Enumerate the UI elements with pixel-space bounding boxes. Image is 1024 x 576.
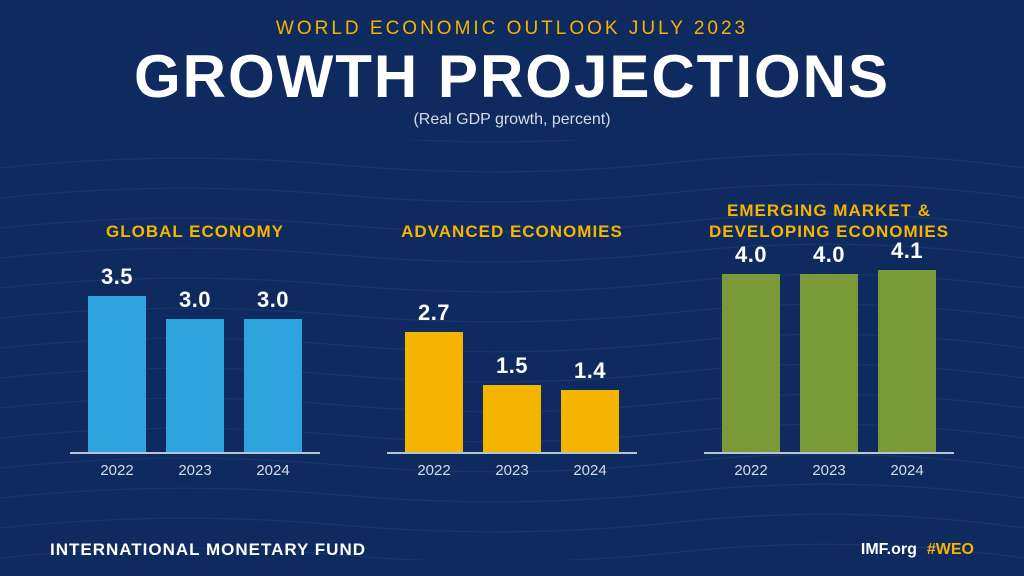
bar-value-label: 3.0: [179, 287, 211, 313]
eyebrow-text: WORLD ECONOMIC OUTLOOK JULY 2023: [0, 18, 1024, 40]
chart-title: EMERGING MARKET & DEVELOPING ECONOMIES: [684, 198, 974, 242]
bar-value-label: 3.5: [101, 264, 133, 290]
bar-value-label: 1.5: [496, 353, 528, 379]
x-axis: 2022 2023 2024: [70, 462, 320, 479]
bar: 4.0: [799, 242, 859, 452]
chart-emerging-economies: EMERGING MARKET & DEVELOPING ECONOMIES 4…: [684, 198, 974, 479]
bar: 4.1: [877, 238, 937, 452]
bar-value-label: 3.0: [257, 287, 289, 313]
x-label: 2022: [87, 462, 147, 479]
bar-value-label: 2.7: [418, 300, 450, 326]
x-label: 2023: [165, 462, 225, 479]
subtitle-text: (Real GDP growth, percent): [0, 111, 1024, 129]
chart-title: GLOBAL ECONOMY: [106, 198, 284, 242]
x-axis: 2022 2023 2024: [704, 462, 954, 479]
bar-rect: [561, 390, 619, 452]
bars-area: 2.7 1.5 1.4: [387, 254, 637, 454]
x-label: 2022: [404, 462, 464, 479]
bar: 1.5: [482, 353, 542, 452]
bar-value-label: 4.0: [735, 242, 767, 268]
bar: 4.0: [721, 242, 781, 452]
x-label: 2023: [482, 462, 542, 479]
x-label: 2023: [799, 462, 859, 479]
bar-rect: [88, 296, 146, 452]
bar: 3.0: [165, 287, 225, 452]
bar-rect: [405, 332, 463, 452]
bar-value-label: 1.4: [574, 358, 606, 384]
bars-area: 3.5 3.0 3.0: [70, 254, 320, 454]
footer-right: IMF.org #WEO: [861, 541, 974, 559]
bar: 1.4: [560, 358, 620, 452]
x-label: 2024: [560, 462, 620, 479]
footer: INTERNATIONAL MONETARY FUND IMF.org #WEO: [0, 540, 1024, 560]
bar-value-label: 4.0: [813, 242, 845, 268]
charts-region: GLOBAL ECONOMY 3.5 3.0 3.0 2022 2023 202…: [0, 149, 1024, 479]
chart-advanced-economies: ADVANCED ECONOMIES 2.7 1.5 1.4 2022 2023…: [367, 198, 657, 479]
bar: 3.5: [87, 264, 147, 452]
bar-rect: [483, 385, 541, 452]
bar-rect: [166, 319, 224, 452]
bar-value-label: 4.1: [891, 238, 923, 264]
bar-rect: [800, 274, 858, 452]
x-label: 2022: [721, 462, 781, 479]
x-label: 2024: [877, 462, 937, 479]
footer-hashtag: #WEO: [927, 541, 974, 559]
footer-org: INTERNATIONAL MONETARY FUND: [50, 540, 366, 560]
bar-rect: [244, 319, 302, 452]
chart-title: ADVANCED ECONOMIES: [401, 198, 623, 242]
bar: 2.7: [404, 300, 464, 452]
chart-global-economy: GLOBAL ECONOMY 3.5 3.0 3.0 2022 2023 202…: [50, 198, 340, 479]
footer-site: IMF.org: [861, 541, 917, 559]
bar-rect: [722, 274, 780, 452]
page-title: GROWTH PROJECTIONS: [0, 42, 1024, 111]
x-label: 2024: [243, 462, 303, 479]
bar: 3.0: [243, 287, 303, 452]
x-axis: 2022 2023 2024: [387, 462, 637, 479]
bar-rect: [878, 270, 936, 452]
bars-area: 4.0 4.0 4.1: [704, 254, 954, 454]
